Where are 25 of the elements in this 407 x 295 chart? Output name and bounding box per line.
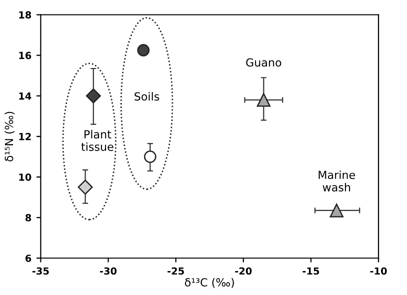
point — [256, 93, 271, 107]
y-tick-label: 18 — [19, 11, 32, 19]
y-tick-label: 8 — [26, 214, 32, 222]
x-tick-label: -35 — [32, 267, 49, 275]
y-tick-label: 10 — [19, 173, 32, 181]
annotation: Soils — [134, 92, 160, 101]
annotation: Guano — [246, 58, 282, 67]
point — [86, 88, 101, 104]
x-axis-title: δ¹³C (‰) — [184, 278, 234, 288]
annotation: Marine wash — [318, 170, 355, 192]
x-tick-label: -10 — [370, 267, 387, 275]
x-tick-label: -30 — [100, 267, 117, 275]
y-tick-label: 16 — [19, 52, 32, 60]
point — [78, 180, 93, 195]
y-tick-label: 6 — [26, 254, 32, 262]
y-tick-label: 14 — [19, 92, 32, 100]
point — [144, 150, 156, 163]
point — [330, 204, 344, 218]
point — [137, 44, 150, 56]
y-tick-label: 12 — [19, 132, 31, 140]
x-tick-label: -25 — [168, 267, 184, 275]
x-tick-label: -15 — [302, 267, 320, 275]
x-tick-label: -20 — [235, 267, 252, 275]
annotation: Plant tissue — [81, 130, 114, 151]
y-axis-title: δ¹⁵N (‰) — [4, 112, 15, 162]
